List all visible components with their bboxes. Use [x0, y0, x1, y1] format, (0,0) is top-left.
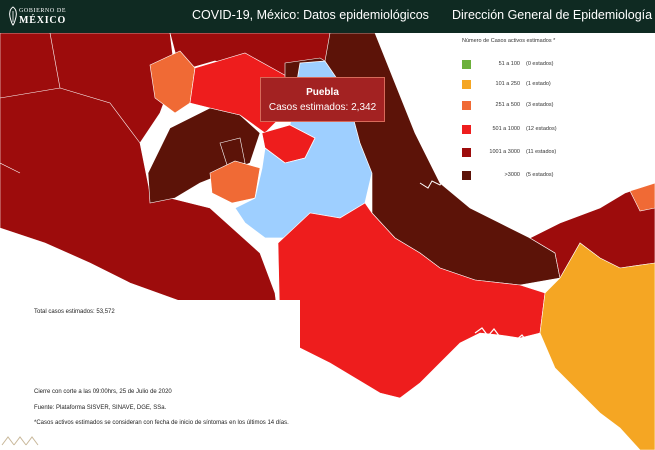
legend-item: 101 a 250 (1 estado) — [462, 80, 602, 90]
legend-item: >3000 (5 estados) — [462, 171, 602, 181]
legend-count: (12 estados) — [526, 126, 557, 132]
header-bar: GOBIERNO DE MÉXICO COVID-19, México: Dat… — [0, 0, 655, 33]
state-tooltip: Puebla Casos estimados: 2,342 — [260, 77, 385, 122]
legend-item: 501 a 1000 (12 estados) — [462, 125, 602, 135]
organization-name: Dirección General de Epidemiología — [452, 8, 653, 22]
info-panel: Total casos estimados: 53,572 Cierre con… — [0, 300, 300, 450]
legend-count: (1 estado) — [526, 81, 551, 87]
legend-title: Número de Casos activos estimados * — [462, 38, 556, 44]
shield-icon — [9, 6, 17, 26]
legend-count: (5 estados) — [526, 172, 554, 178]
map-region-oaxaca[interactable] — [277, 202, 546, 399]
legend-range: 101 a 250 — [495, 81, 520, 87]
legend-count: (3 estados) — [526, 102, 554, 108]
legend-range: >3000 — [504, 172, 520, 178]
legend-range: 501 a 1000 — [492, 126, 520, 132]
legend-item: 51 a 100 (0 estados) — [462, 60, 602, 70]
map-region-orange-east[interactable] — [629, 182, 655, 212]
logo-line2: MÉXICO — [19, 15, 67, 26]
legend-item: 251 a 500 (3 estados) — [462, 101, 602, 111]
legend-range: 251 a 500 — [495, 102, 520, 108]
total-cases-label: Total casos estimados: 53,572 — [34, 309, 115, 315]
legend-swatch — [462, 125, 471, 134]
map-region-darkest-small[interactable] — [219, 137, 246, 169]
legend-swatch — [462, 171, 471, 180]
footnote: *Casos activos estimados se consideran c… — [34, 420, 289, 426]
legend-range: 1001 a 3000 — [489, 149, 520, 155]
cutoff-note: Cierre con corte a las 09:00hrs, 25 de J… — [34, 389, 172, 395]
map-region-chiapas[interactable] — [539, 242, 655, 450]
legend-count: (11 estados) — [526, 149, 557, 155]
legend-swatch — [462, 101, 471, 110]
legend-swatch — [462, 148, 471, 157]
page-title: COVID-19, México: Datos epidemiológicos — [192, 8, 429, 22]
legend-item: 1001 a 3000 (11 estados) — [462, 148, 602, 158]
tooltip-value: Casos estimados: 2,342 — [268, 102, 377, 113]
legend-count: (0 estados) — [526, 61, 554, 67]
legend-swatch — [462, 60, 471, 69]
tooltip-state-name: Puebla — [306, 87, 339, 98]
source-note: Fuente: Plataforma SISVER, SINAVE, DGE, … — [34, 405, 167, 411]
logo-line1: GOBIERNO DE — [19, 8, 67, 14]
decorative-pattern-icon — [1, 436, 39, 446]
gobierno-de-mexico-logo: GOBIERNO DE MÉXICO — [8, 4, 70, 30]
legend-range: 51 a 100 — [498, 61, 520, 67]
legend-swatch — [462, 80, 471, 89]
legend: Número de Casos activos estimados * 51 a… — [452, 38, 602, 188]
